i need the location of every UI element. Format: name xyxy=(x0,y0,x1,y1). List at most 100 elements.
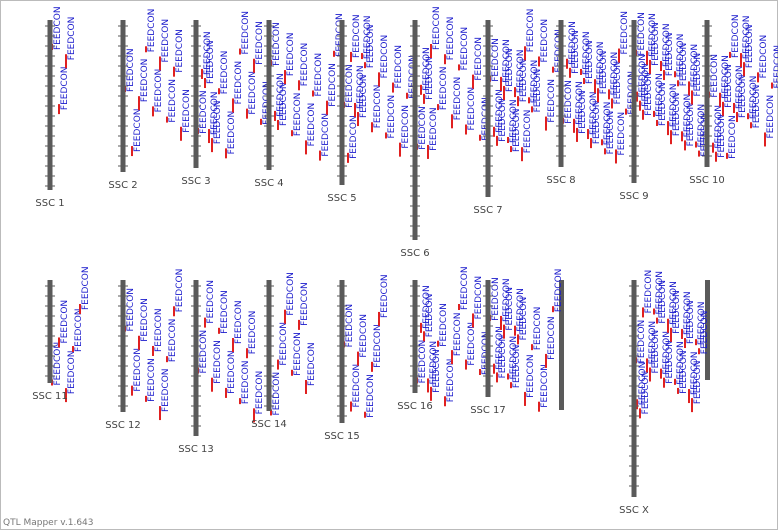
qtl-marker xyxy=(385,132,387,139)
qtl-label: FEEDCON xyxy=(154,69,164,113)
qtl-label: FEEDCON xyxy=(690,44,700,88)
chromosome-label: SSC 3 xyxy=(181,176,210,187)
qtl-marker xyxy=(552,306,554,313)
qtl-marker xyxy=(576,127,578,142)
qtl-label: FEEDCON xyxy=(502,39,512,83)
qtl-label: FEEDCON xyxy=(568,21,578,65)
qtl-marker xyxy=(684,338,686,349)
qtl-label: FEEDCON xyxy=(133,348,143,392)
qtl-marker xyxy=(138,96,140,111)
qtl-label: FEEDCON xyxy=(248,71,258,115)
qtl-label: FEEDCON xyxy=(418,340,428,384)
qtl-label: FEEDCON xyxy=(206,280,216,324)
qtl-marker xyxy=(691,90,693,105)
qtl-label: FEEDCON xyxy=(352,364,362,408)
qtl-marker xyxy=(232,338,234,353)
qtl-label: FEEDCON xyxy=(345,64,355,108)
qtl-marker xyxy=(524,391,526,406)
qtl-label: FEEDCON xyxy=(686,300,696,344)
qtl-label: FEEDCON xyxy=(227,111,237,155)
qtl-label: FEEDCON xyxy=(356,65,366,109)
qtl-marker xyxy=(260,118,262,125)
qtl-marker xyxy=(573,118,575,133)
qtl-marker xyxy=(305,140,307,155)
qtl-marker xyxy=(649,367,651,382)
qtl-marker xyxy=(131,385,133,396)
qtl-label: FEEDCON xyxy=(234,61,244,105)
qtl-label: FEEDCON xyxy=(168,79,178,123)
qtl-label: FEEDCON xyxy=(738,74,748,118)
qtl-label: FEEDCON xyxy=(363,15,373,59)
qtl-label: FEEDCON xyxy=(220,51,230,95)
qtl-marker xyxy=(159,56,161,71)
qtl-label: FEEDCON xyxy=(276,73,286,117)
qtl-marker xyxy=(326,100,328,115)
qtl-label: FEEDCON xyxy=(669,281,679,325)
qtl-marker xyxy=(277,359,279,370)
qtl-label: FEEDCON xyxy=(509,336,519,380)
qtl-marker xyxy=(437,340,439,347)
qtl-marker xyxy=(681,131,683,142)
chromosome-bar xyxy=(485,280,491,397)
qtl-label: FEEDCON xyxy=(161,368,171,412)
qtl-label: FEEDCON xyxy=(773,45,778,89)
qtl-label: FEEDCON xyxy=(206,40,216,84)
qtl-label: FEEDCON xyxy=(700,311,710,355)
qtl-label: FEEDCON xyxy=(672,93,682,137)
qtl-marker xyxy=(569,67,571,78)
qtl-marker xyxy=(211,138,213,153)
qtl-label: FEEDCON xyxy=(651,330,661,374)
qtl-label: FEEDCON xyxy=(505,287,515,331)
qtl-marker xyxy=(298,319,300,330)
qtl-label: FEEDCON xyxy=(81,266,91,310)
qtl-marker xyxy=(507,373,509,380)
qtl-label: FEEDCON xyxy=(491,277,501,321)
qtl-label: FEEDCON xyxy=(439,67,449,111)
qtl-marker xyxy=(406,92,408,99)
qtl-marker xyxy=(681,328,683,339)
qtl-label: FEEDCON xyxy=(648,321,658,365)
qtl-marker xyxy=(712,142,714,153)
qtl-marker xyxy=(531,344,533,351)
qtl-marker xyxy=(333,50,335,57)
qtl-label: FEEDCON xyxy=(495,326,505,370)
qtl-marker xyxy=(743,62,745,77)
qtl-marker xyxy=(347,152,349,163)
qtl-label: FEEDCON xyxy=(380,274,390,318)
qtl-label: FEEDCON xyxy=(665,32,675,76)
qtl-label: FEEDCON xyxy=(439,303,449,347)
qtl-marker xyxy=(636,91,638,102)
qtl-label: FEEDCON xyxy=(533,307,543,351)
qtl-marker xyxy=(180,126,182,141)
qtl-label: FEEDCON xyxy=(766,95,776,139)
qtl-label: FEEDCON xyxy=(564,80,574,124)
qtl-label: FEEDCON xyxy=(613,61,623,105)
qtl-label: FEEDCON xyxy=(644,72,654,116)
qtl-marker xyxy=(430,44,432,58)
qtl-marker xyxy=(427,378,429,393)
qtl-label: FEEDCON xyxy=(394,45,404,89)
qtl-marker xyxy=(423,93,425,104)
qtl-marker xyxy=(458,304,460,310)
qtl-marker xyxy=(423,331,425,342)
qtl-marker xyxy=(514,87,516,98)
qtl-label: FEEDCON xyxy=(679,350,689,394)
qtl-marker xyxy=(270,409,272,416)
qtl-label: FEEDCON xyxy=(540,364,550,408)
qtl-label: FEEDCON xyxy=(272,22,282,66)
qtl-marker xyxy=(670,327,672,342)
qtl-marker xyxy=(284,309,286,324)
chromosome-bar xyxy=(47,20,53,190)
qtl-label: FEEDCON xyxy=(429,107,439,151)
qtl-label: FEEDCON xyxy=(300,43,310,87)
qtl-marker xyxy=(566,58,568,69)
qtl-marker xyxy=(608,89,610,100)
qtl-marker xyxy=(747,113,749,120)
qtl-label: FEEDCON xyxy=(328,63,338,107)
qtl-label: FEEDCON xyxy=(255,371,265,415)
qtl-label: FEEDCON xyxy=(366,25,376,69)
qtl-label: FEEDCON xyxy=(161,19,171,63)
qtl-label: FEEDCON xyxy=(575,81,585,125)
chromosome-bar xyxy=(412,20,418,240)
